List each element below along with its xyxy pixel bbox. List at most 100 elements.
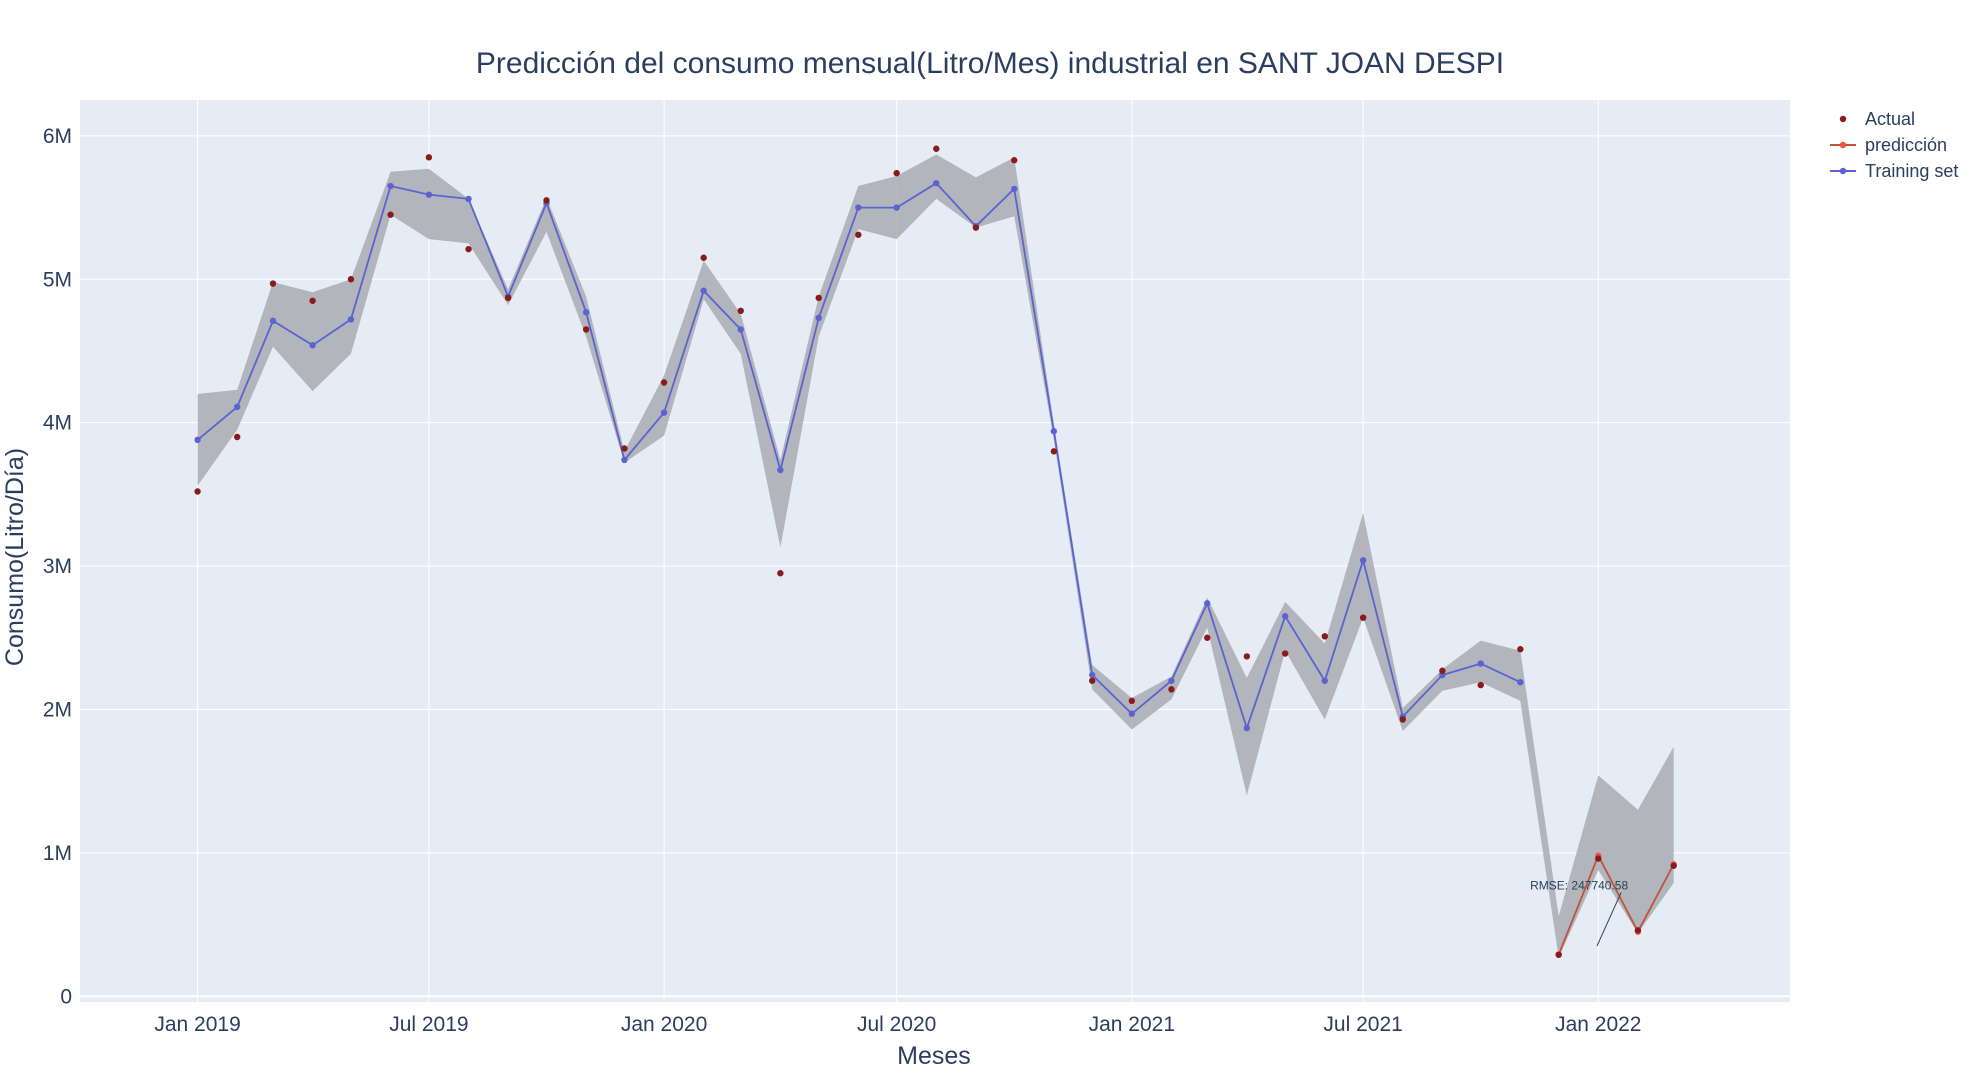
actual-point — [1050, 448, 1058, 455]
training-set-point — [1050, 428, 1058, 435]
actual-point — [1555, 951, 1562, 958]
actual-point — [737, 307, 744, 315]
actual-point — [1011, 157, 1018, 164]
actual-point — [269, 280, 277, 287]
training-set-point — [1359, 557, 1367, 564]
actual-point — [1243, 653, 1251, 660]
actual-point — [1670, 862, 1677, 869]
y-tick-label: 6M — [43, 125, 72, 148]
actual-point — [1477, 681, 1484, 689]
actual-point — [1634, 927, 1642, 934]
actual-point — [347, 276, 355, 283]
x-tick-label: Jan 2022 — [1555, 1013, 1641, 1036]
training-set-point — [1477, 660, 1484, 667]
y-tick-label: 2M — [43, 698, 72, 721]
actual-point — [1359, 614, 1367, 621]
actual-point — [660, 379, 668, 386]
training-set-point — [1011, 185, 1018, 193]
x-tick-label: Jul 2019 — [389, 1013, 468, 1036]
y-tick-label: 0 — [60, 985, 72, 1008]
x-tick-label: Jul 2020 — [857, 1013, 936, 1036]
legend-prediccion-marker — [1839, 141, 1847, 149]
x-tick-label: Jul 2021 — [1323, 1013, 1402, 1036]
training-set-point — [621, 456, 628, 464]
grid-lines — [80, 100, 1790, 1002]
training-set-point — [347, 316, 355, 323]
tick-labels: 0 1M 2M 3M 4M 5M 6M Jan 2019 Jul 2019 Jan 2020 Jul… — [43, 125, 1642, 1036]
x-tick-label: Jan 2020 — [621, 1013, 707, 1036]
y-tick-label: 5M — [43, 268, 72, 291]
actual-point — [1321, 633, 1328, 640]
training-set-point — [1088, 671, 1096, 679]
annotation-arrow — [1596, 892, 1622, 947]
actual-point — [777, 570, 784, 577]
actual-point — [425, 154, 433, 161]
training-set-point — [309, 342, 316, 349]
training-set-point — [1517, 679, 1524, 686]
training-set-point — [194, 436, 201, 444]
training-set-point — [1168, 677, 1175, 684]
y-tick-label: 3M — [43, 555, 72, 578]
actual-point — [1088, 677, 1096, 684]
actual-point — [504, 294, 512, 302]
training-set-point — [933, 179, 940, 187]
training-set-point — [387, 182, 394, 190]
training-set-point — [425, 191, 433, 198]
actual-point — [1204, 634, 1211, 641]
legend-actual-label: Actual — [1865, 109, 1915, 129]
actual-point — [582, 326, 590, 333]
x-tick-label: Jan 2021 — [1089, 1013, 1175, 1036]
actual-point — [194, 488, 201, 495]
training-set-point — [1128, 710, 1136, 717]
actual-point — [465, 245, 472, 253]
training-set-point — [233, 403, 241, 411]
chart-title: Predicción del consumo mensual(Litro/Mes… — [476, 47, 1504, 80]
actual-point — [700, 254, 707, 261]
training-set-point — [1281, 613, 1289, 620]
actual-point — [233, 433, 241, 441]
y-tick-label: 4M — [43, 412, 72, 435]
x-axis-label: Meses — [897, 1042, 971, 1070]
training-set-point — [1243, 724, 1251, 732]
actual-point — [309, 297, 316, 304]
legend-training-set-marker — [1839, 167, 1847, 175]
series-markers-layer — [194, 145, 1677, 958]
actual-point — [543, 197, 550, 204]
legend-actual-marker — [1839, 115, 1847, 123]
actual-point — [815, 294, 822, 302]
actual-point — [1281, 650, 1289, 657]
training-set-point — [815, 314, 822, 322]
plot-area — [80, 100, 1790, 1002]
y-tick-label: 1M — [43, 842, 72, 865]
training-set-point — [1204, 600, 1211, 607]
legend[interactable]: Actual predicción Training set — [1830, 109, 1958, 181]
actual-point — [621, 445, 628, 452]
legend-training-set-label: Training set — [1865, 161, 1958, 181]
actual-point — [933, 145, 940, 152]
actual-point — [855, 231, 862, 238]
actual-point — [1128, 697, 1136, 705]
actual-point — [1399, 716, 1406, 723]
actual-point — [1595, 855, 1602, 862]
training-set-point — [269, 317, 277, 325]
annotation-layer: RMSE: 247740.58 — [1530, 878, 1628, 947]
actual-point — [387, 211, 394, 218]
actual-point — [1517, 646, 1524, 653]
training-set-point — [777, 466, 784, 474]
actual-point — [893, 169, 900, 177]
y-axis-label: Consumo(Litro/Día) — [1, 448, 29, 666]
training-set-point — [855, 204, 862, 211]
training-set-point — [582, 309, 590, 316]
x-tick-label: Jan 2019 — [154, 1013, 240, 1036]
prediccion-line — [1557, 853, 1675, 956]
actual-point — [972, 224, 980, 231]
training-set-point — [1321, 677, 1328, 684]
actual-point — [1168, 686, 1175, 693]
rmse-annotation: RMSE: 247740.58 — [1530, 878, 1628, 892]
training-set-point — [700, 287, 707, 294]
training-set-point — [660, 409, 668, 416]
training-set-point — [737, 326, 744, 333]
actual-point — [1439, 667, 1446, 674]
